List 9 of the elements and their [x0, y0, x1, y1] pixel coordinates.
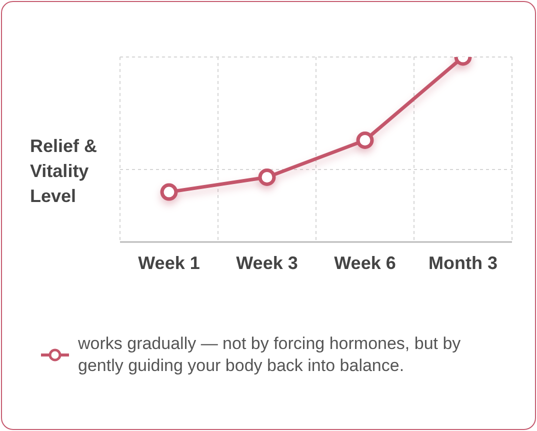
point	[160, 183, 178, 201]
legend-label: works gradually — not by forcing hormones, but by gently guiding your body back into balance.	[78, 333, 462, 377]
x-tick-label: Week 1	[138, 252, 200, 273]
y-axis-title: Relief & Vitality Level	[30, 135, 98, 208]
point	[258, 168, 276, 186]
x-tick-label: Month 3	[428, 252, 498, 273]
x-tick-label: Week 3	[236, 252, 298, 273]
x-tick-label: Week 6	[334, 252, 396, 273]
point	[356, 132, 374, 149]
